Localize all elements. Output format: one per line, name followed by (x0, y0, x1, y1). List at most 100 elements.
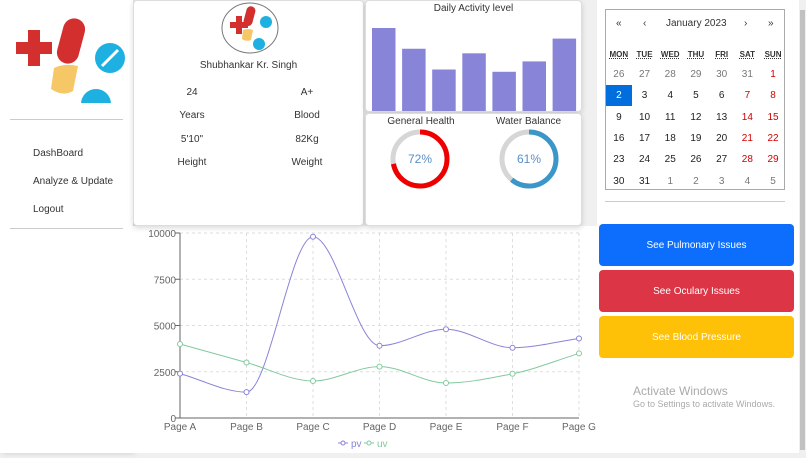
weekday-header: SUN (764, 50, 782, 59)
x-tick-label: Page C (296, 422, 329, 433)
x-tick-label: Page B (230, 422, 263, 433)
app-logo (16, 18, 125, 103)
calendar-day[interactable]: 29 (690, 69, 702, 80)
y-tick-label: 2500 (154, 368, 177, 379)
nav-logout[interactable]: Logout (33, 204, 64, 215)
calendar-day[interactable]: 31 (638, 175, 651, 187)
data-point-uv (310, 378, 316, 384)
blood-label: Blood (294, 110, 320, 121)
weekday-header: WED (660, 50, 680, 59)
calendar-day[interactable]: 18 (664, 132, 676, 144)
calendar-day[interactable]: 5 (770, 175, 776, 187)
pulmonary-issues-button[interactable]: See Pulmonary Issues (599, 224, 794, 266)
calendar-day[interactable]: 19 (690, 132, 702, 144)
data-point-pv (509, 344, 516, 351)
x-tick-label: Page A (164, 422, 197, 433)
blood-pressure-button[interactable]: See Blood Pressure (599, 316, 794, 358)
activity-bar-chart (372, 28, 577, 111)
calendar-day[interactable]: 4 (667, 90, 674, 102)
calendar-day[interactable]: 5 (693, 90, 699, 102)
divider (605, 201, 785, 202)
calendar-day[interactable]: 28 (741, 154, 753, 166)
ocular-issues-button[interactable]: See Oculary Issues (599, 270, 794, 312)
water-balance-gauge: 61% (499, 129, 559, 189)
general-health-value: 72% (408, 152, 432, 166)
calendar-day[interactable]: 16 (613, 132, 625, 144)
gauge-fill (499, 129, 559, 189)
legend-icon (340, 440, 346, 446)
data-point-uv (177, 341, 183, 347)
calendar-day[interactable]: 11 (665, 111, 676, 123)
weekday-header: THU (687, 50, 705, 59)
calendar-day[interactable]: 15 (767, 111, 779, 123)
calendar-day[interactable]: 30 (613, 175, 625, 187)
x-tick-label: Page G (562, 422, 596, 433)
calendar-day[interactable]: 14 (741, 111, 753, 123)
gauge-fill (390, 129, 450, 189)
calendar-day[interactable]: 20 (716, 132, 728, 144)
scrollbar[interactable] (799, 0, 806, 453)
sidebar: DashBoard Analyze & Update Logout (0, 0, 133, 453)
y-tick-label: 10000 (148, 229, 176, 240)
data-point-pv (310, 233, 316, 240)
watermark-subtitle: Go to Settings to activate Windows. (633, 399, 776, 409)
calendar-day[interactable]: 22 (767, 132, 779, 144)
activity-title: Daily Activity level (433, 3, 514, 14)
calendar-day[interactable]: 27 (716, 154, 728, 166)
height-value: 5'10" (180, 134, 204, 145)
calendar-day[interactable]: 23 (613, 154, 625, 166)
legend-icon (366, 440, 372, 446)
calendar-day[interactable]: 3 (718, 175, 725, 187)
calendar-day[interactable]: 8 (770, 90, 776, 102)
calendar-day[interactable]: 24 (638, 154, 651, 166)
x-tick-label: Page D (363, 422, 396, 433)
calendar-day[interactable]: 10 (638, 111, 651, 123)
weekday-header: TUE (636, 50, 653, 59)
calendar-day[interactable]: 2 (606, 85, 632, 107)
series-line-pv (179, 236, 580, 393)
next-year-button[interactable]: » (768, 18, 774, 29)
activity-bar (522, 61, 546, 111)
age-label: Years (179, 110, 205, 121)
scrollbar-thumb[interactable] (800, 10, 805, 450)
weekday-header: MON (609, 50, 629, 59)
water-balance-label: Water Balance (495, 116, 562, 127)
age-value: 24 (186, 87, 198, 98)
calendar-day[interactable]: 21 (741, 132, 753, 144)
data-point-uv (443, 380, 449, 387)
weekday-header: SAT (739, 50, 756, 59)
profile-card: Shubhankar Kr. Singh 24 A+ Years Blood 5… (133, 0, 364, 226)
next-month-button[interactable]: › (744, 18, 748, 29)
general-health-label: General Health (387, 116, 455, 127)
calendar-day[interactable]: 25 (664, 154, 676, 166)
calendar-day[interactable]: 2 (693, 175, 699, 187)
y-tick-label: 0 (170, 414, 176, 425)
nav-dashboard[interactable]: DashBoard (33, 148, 84, 159)
calendar-day[interactable]: 9 (616, 111, 622, 123)
calendar-day[interactable]: 26 (613, 69, 625, 80)
calendar-day[interactable]: 31 (741, 69, 753, 80)
nav-analyze-update[interactable]: Analyze & Update (33, 176, 114, 187)
calendar-day[interactable]: 17 (638, 132, 651, 144)
calendar-title[interactable]: January 2023 (666, 18, 727, 29)
calendar-day[interactable]: 1 (770, 69, 776, 80)
calendar-day[interactable]: 6 (718, 90, 725, 102)
calendar-day[interactable]: 29 (767, 154, 779, 166)
calendar-day[interactable]: 30 (716, 69, 728, 80)
calendar-day[interactable]: 13 (716, 111, 728, 123)
divider (10, 228, 123, 229)
calendar-day[interactable]: 3 (641, 90, 648, 102)
calendar-day[interactable]: 12 (690, 111, 702, 123)
calendar-day[interactable]: 7 (744, 90, 751, 102)
legend-label: uv (377, 439, 388, 450)
calendar-day[interactable]: 1 (667, 175, 674, 187)
calendar-day[interactable]: 26 (690, 154, 702, 166)
prev-month-button[interactable]: ‹ (643, 18, 647, 29)
blood-value: A+ (300, 87, 314, 98)
right-panel: « ‹ January 2023 › » MON TUE WED THU FRI SAT S… (597, 0, 806, 453)
prev-year-button[interactable]: « (616, 18, 622, 29)
calendar-day[interactable]: 4 (744, 175, 751, 187)
weekday-header: FRI (715, 50, 729, 59)
calendar-day[interactable]: 28 (664, 69, 676, 80)
calendar-day[interactable]: 27 (638, 69, 651, 80)
